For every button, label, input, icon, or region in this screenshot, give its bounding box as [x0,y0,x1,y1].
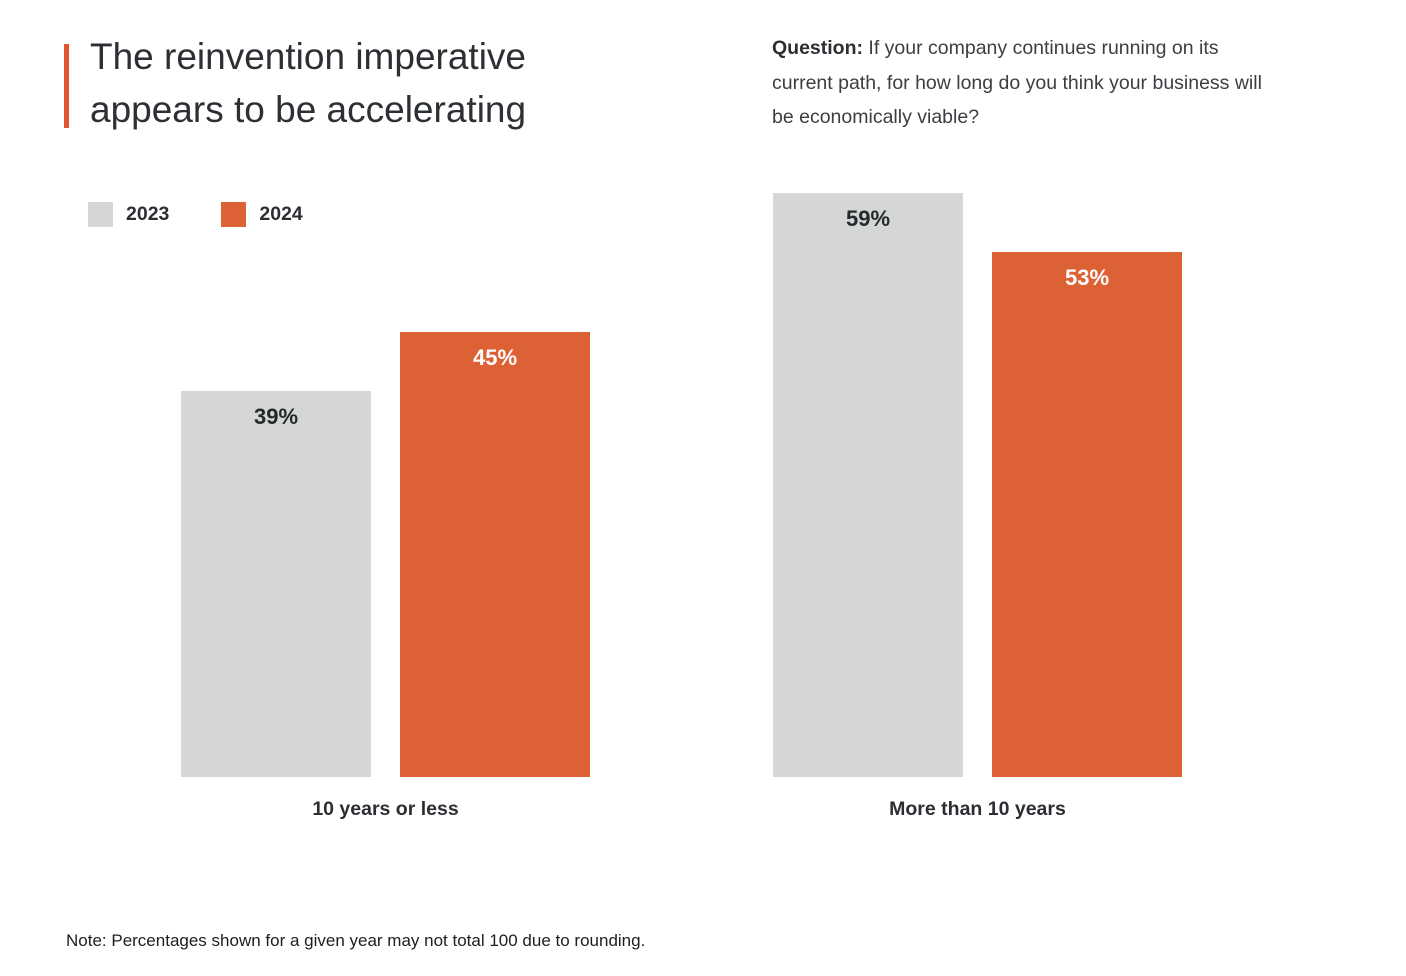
bar-value-label: 39% [253,403,299,429]
legend-label: 2024 [259,203,303,225]
page-title: The reinvention imperative appears to be … [90,30,526,136]
bar-2024-more-than-10-years: 53% [992,252,1182,777]
chart-footer: Note: Percentages shown for a given year… [66,872,868,976]
legend-item-2024: 2024 [221,202,303,227]
question-label: Question: [772,37,863,59]
category-label: 10 years or less [312,798,459,820]
bar-2024-10-years-or-less: 45% [400,331,590,777]
chart-legend: 2023 2024 [88,202,303,227]
note-text: Note: Percentages shown for a given year… [66,931,646,950]
bar-chart: 39% 45% 10 years or less 59% 53% More than 10… [181,157,1182,820]
title-accent-bar [64,44,69,128]
page-title-line2: appears to be accelerating [90,89,527,130]
bar-2023-more-than-10-years: 59% [773,192,963,777]
bar-group-10-years-or-less: 39% 45% 10 years or less [181,331,590,820]
bar-value-label: 59% [845,205,891,231]
bar-2023-10-years-or-less: 39% [181,390,371,777]
legend-swatch-2023 [88,202,113,227]
category-label: More than 10 years [889,798,1066,820]
legend-item-2023: 2023 [88,202,169,227]
bar-value-label: 53% [1064,265,1110,291]
page-title-line1: The reinvention imperative [90,36,526,77]
bar-value-label: 45% [472,344,518,370]
bar-group-more-than-10-years: 59% 53% More than 10 years [773,192,1182,820]
legend-label: 2023 [126,203,170,225]
survey-question: Question: If your company continues runn… [772,31,1280,135]
question-text: If your company continues running on its… [772,37,1262,128]
legend-swatch-2024 [221,202,247,227]
